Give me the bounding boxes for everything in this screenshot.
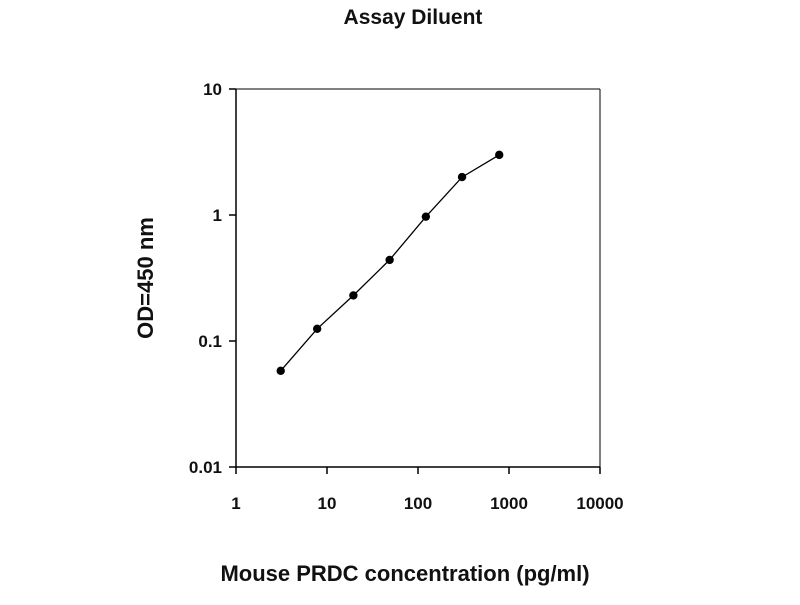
data-point <box>421 212 431 221</box>
y-tick-label: 10 <box>203 80 222 99</box>
data-point <box>349 291 358 300</box>
x-axis-title: Mouse PRDC concentration (pg/ml) <box>220 561 589 586</box>
y-ticks: 0.01 0.1 1 10 <box>189 80 236 477</box>
y-tick-label: 0.1 <box>198 332 222 351</box>
axes <box>235 88 601 468</box>
y-axis-title: OD=450 nm <box>133 217 158 339</box>
data-point <box>495 150 504 160</box>
x-tick-label: 1 <box>231 494 240 513</box>
series-layer <box>276 150 504 376</box>
x-ticks: 1 10 100 1000 10000 <box>231 467 624 513</box>
data-point <box>457 172 467 182</box>
y-tick-label: 1 <box>213 206 222 225</box>
x-tick-label: 1000 <box>490 494 528 513</box>
x-tick-label: 10 <box>318 494 337 513</box>
data-point <box>276 366 285 376</box>
x-tick-label: 100 <box>404 494 432 513</box>
data-point <box>385 255 394 265</box>
chart-title: Assay Diluent <box>344 6 483 29</box>
x-tick-label: 10000 <box>576 494 623 513</box>
data-point <box>312 324 322 333</box>
y-tick-label: 0.01 <box>189 458 222 477</box>
